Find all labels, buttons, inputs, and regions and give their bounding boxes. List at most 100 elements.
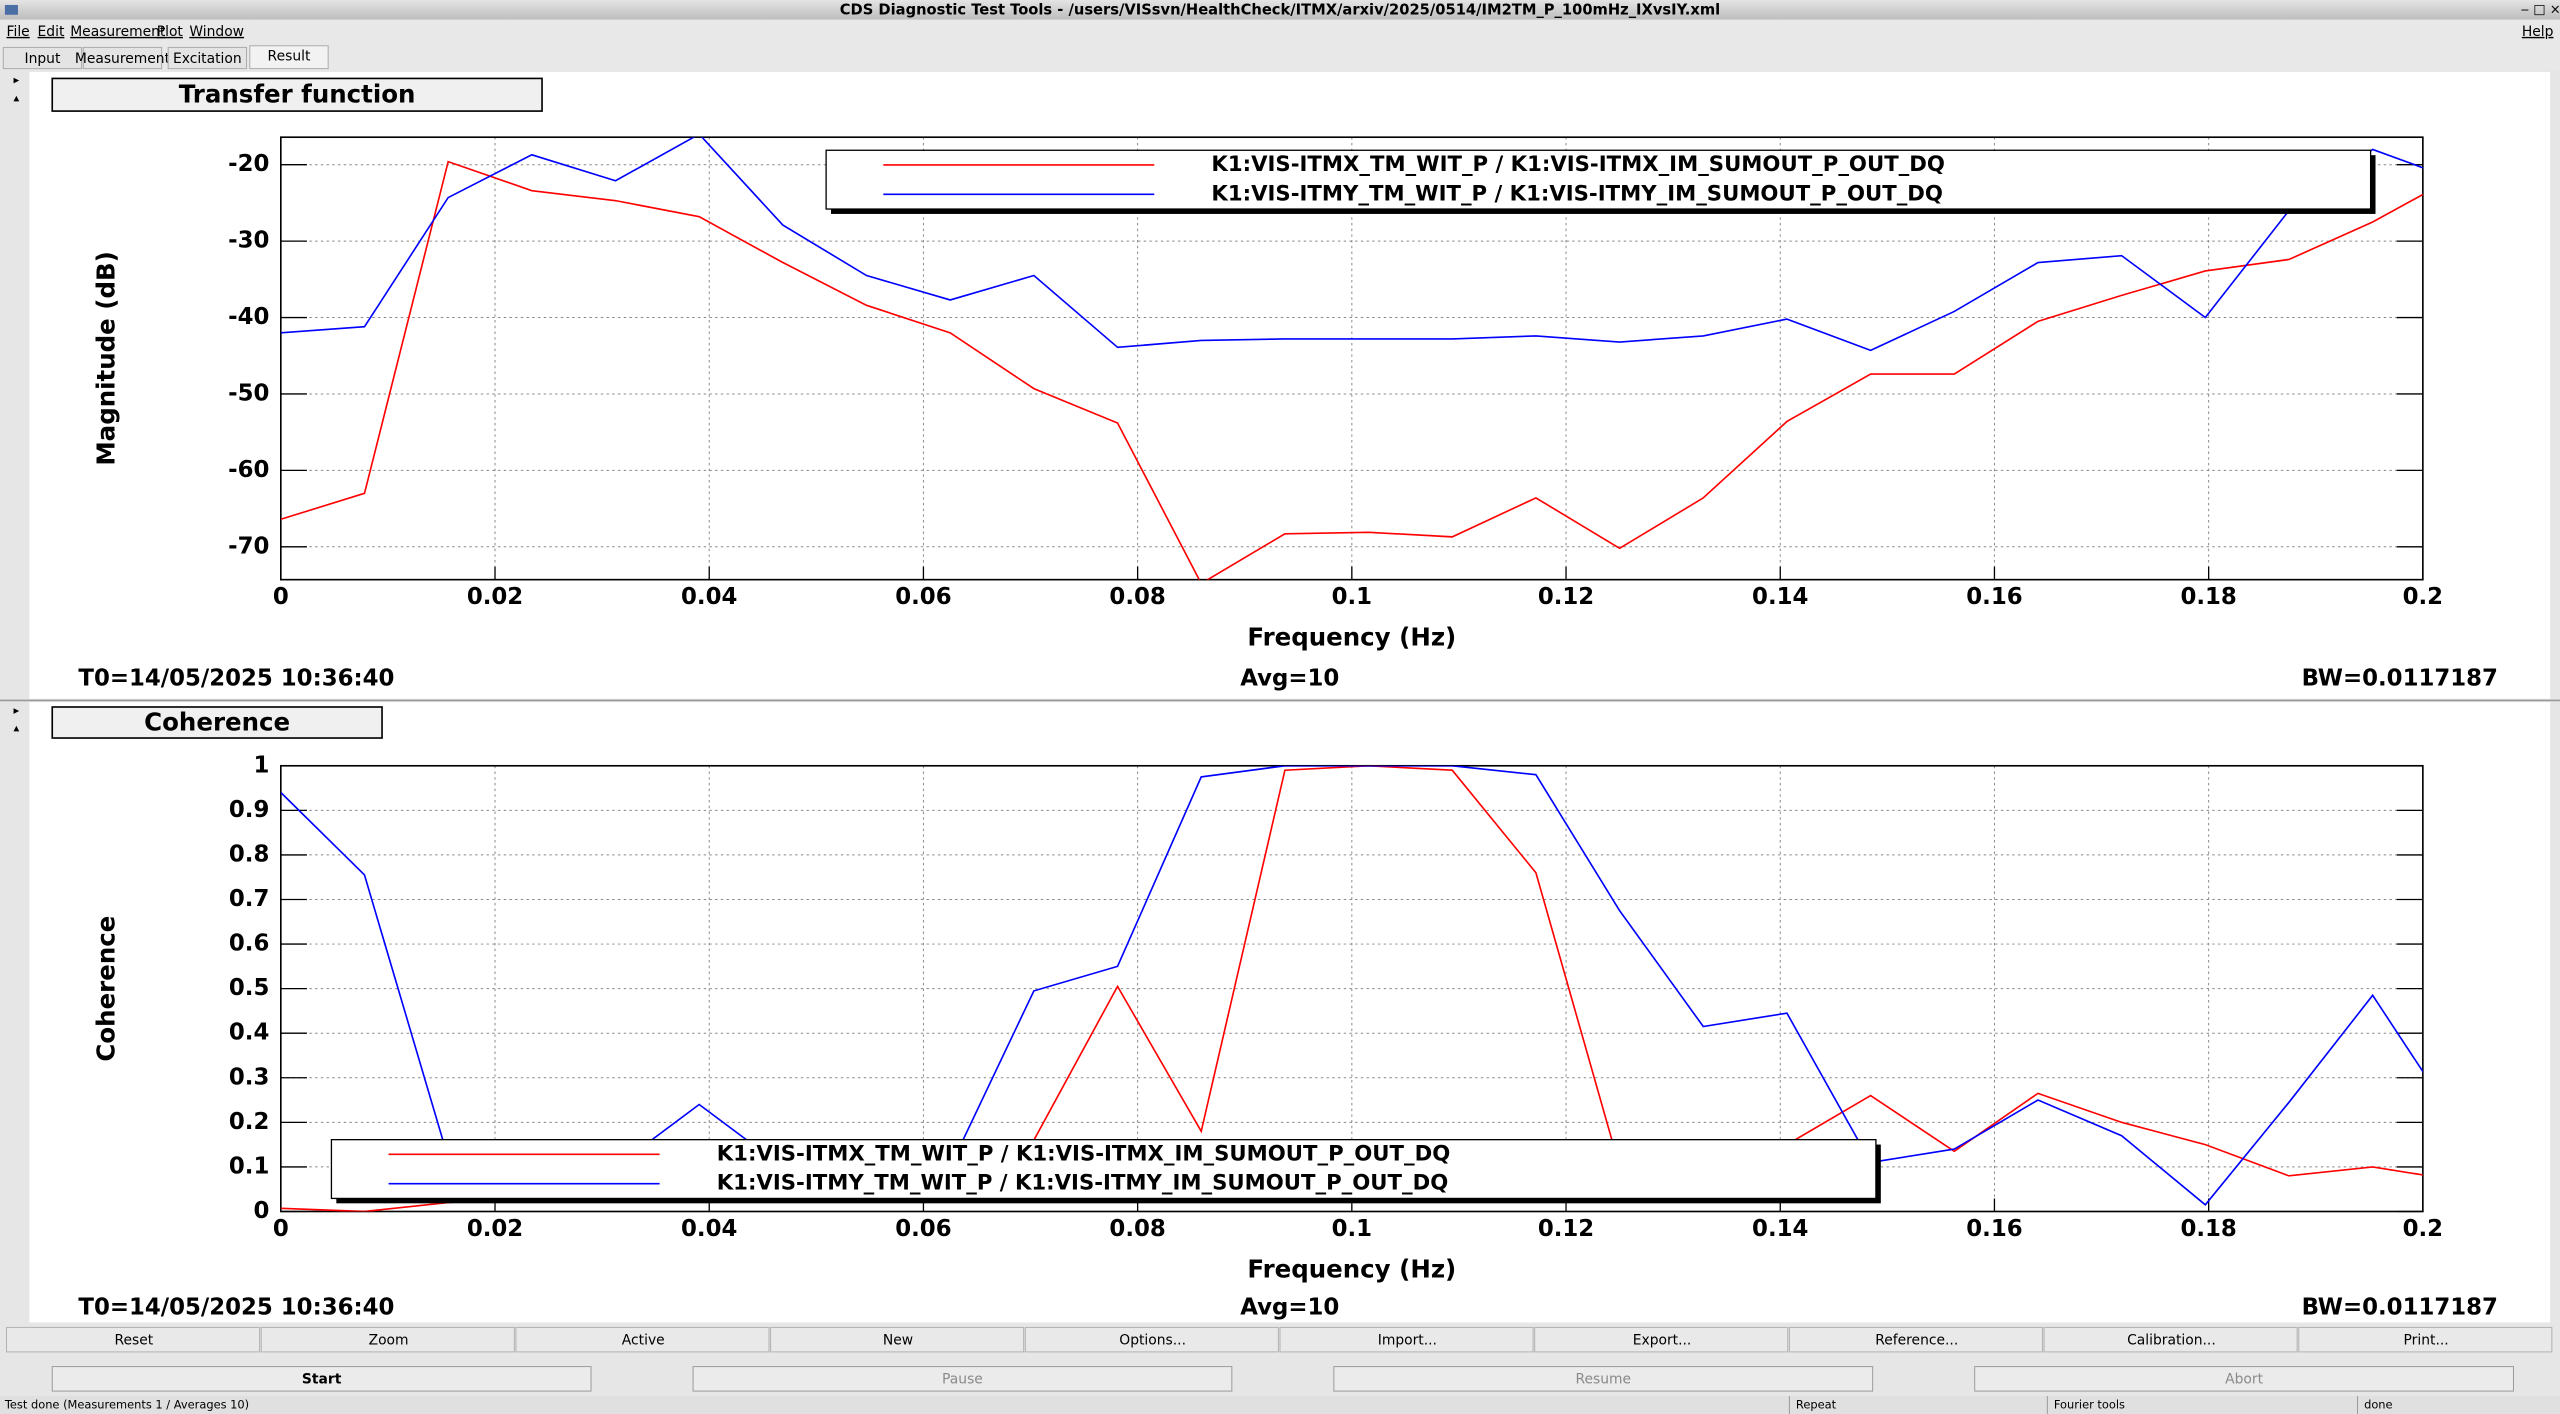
collapse-arrow[interactable]: ▴: [13, 91, 19, 105]
x-tick-label: 0.14: [1752, 584, 1808, 610]
toolbar-button-label[interactable]: Export...: [1633, 1332, 1692, 1348]
control-button-label[interactable]: Resume: [1575, 1372, 1631, 1388]
control-button[interactable]: [51, 1366, 592, 1392]
control-button-label[interactable]: Abort: [2225, 1372, 2263, 1388]
x-tick-label: 0.2: [2403, 1216, 2443, 1242]
chart-title-box: [51, 706, 383, 739]
toolbar-button[interactable]: [1534, 1326, 1789, 1353]
toolbar-button-label[interactable]: Print...: [2404, 1332, 2449, 1348]
tab[interactable]: [82, 46, 163, 70]
y-tick-label: -60: [228, 457, 269, 483]
y-tick-label: 0.6: [229, 931, 269, 957]
x-tick-label: 0: [273, 1216, 289, 1242]
control-button-label[interactable]: Start: [302, 1372, 342, 1388]
toolbar-button-label[interactable]: Zoom: [369, 1332, 409, 1348]
series-line: [280, 160, 2423, 580]
control-button[interactable]: [1974, 1366, 2514, 1392]
x-tick-label: 0.02: [467, 1216, 523, 1242]
x-tick-label: 0.08: [1109, 584, 1165, 610]
plot-info: Avg=10: [1240, 1294, 1339, 1320]
x-tick-label: 0.16: [1966, 1216, 2022, 1242]
y-tick-label: -70: [228, 533, 269, 559]
tab[interactable]: [249, 45, 329, 70]
toolbar-button-label[interactable]: New: [883, 1332, 913, 1348]
y-tick-label: 0.2: [229, 1109, 269, 1135]
tab[interactable]: [2, 46, 83, 70]
app-icon: [4, 4, 18, 15]
chart-title-box: [51, 77, 543, 112]
x-tick-label: 0.18: [2180, 1216, 2236, 1242]
y-tick-label: 0.4: [229, 1020, 269, 1046]
x-tick-label: 0.1: [1332, 1216, 1372, 1242]
toolbar-button-label[interactable]: Import...: [1378, 1332, 1437, 1348]
toolbar-button[interactable]: [6, 1326, 261, 1353]
status-text: Repeat: [1796, 1397, 1837, 1411]
menu-item[interactable]: File: [7, 24, 30, 40]
status-text: Fourier tools: [2054, 1397, 2125, 1411]
toolbar-button[interactable]: [515, 1326, 770, 1353]
menu-item[interactable]: Edit: [38, 24, 65, 40]
y-tick-label: 0.9: [229, 797, 269, 823]
toolbar-button[interactable]: [1788, 1326, 2043, 1353]
x-tick-label: 0.06: [895, 584, 951, 610]
legend: [825, 149, 2372, 210]
toolbar-button[interactable]: [1279, 1326, 1534, 1353]
toolbar-button-label[interactable]: Reset: [115, 1332, 154, 1348]
x-tick-label: 0.06: [895, 1216, 951, 1242]
x-tick-label: 0.02: [467, 584, 523, 610]
menu-item[interactable]: Window: [189, 24, 244, 40]
menu-item[interactable]: Measurement: [70, 24, 166, 40]
expand-arrow[interactable]: ▸: [13, 703, 19, 717]
toolbar-button[interactable]: [1024, 1326, 1279, 1353]
tab-label[interactable]: Measurement: [75, 51, 171, 67]
status-text: Test done (Measurements 1 / Averages 10): [4, 1397, 249, 1411]
status-bar: [0, 1395, 2560, 1414]
x-tick-label: 0.12: [1538, 584, 1594, 610]
toolbar-button-label[interactable]: Options...: [1119, 1332, 1186, 1348]
legend-label: K1:VIS-ITMY_TM_WIT_P / K1:VIS-ITMY_IM_SU…: [1211, 181, 1943, 206]
tab-label[interactable]: Result: [268, 48, 311, 64]
window-title: CDS Diagnostic Test Tools - /users/VISsv…: [840, 2, 1720, 19]
control-button[interactable]: [692, 1366, 1233, 1392]
toolbar-button[interactable]: [2298, 1326, 2553, 1353]
toolbar-button[interactable]: [2043, 1326, 2298, 1353]
tab[interactable]: [167, 46, 248, 70]
menu-item[interactable]: Plot: [157, 24, 184, 40]
y-tick-label: 0.3: [229, 1064, 269, 1090]
y-tick-label: -20: [228, 151, 269, 177]
x-tick-label: 0.16: [1966, 584, 2022, 610]
control-button[interactable]: [1333, 1366, 1874, 1392]
plot-frame: [280, 136, 2424, 581]
toolbar-button-label[interactable]: Calibration...: [2127, 1332, 2216, 1348]
tab-label[interactable]: Excitation: [173, 51, 242, 67]
toolbar-button-label[interactable]: Active: [622, 1332, 665, 1348]
x-tick-label: 0.14: [1752, 1216, 1808, 1242]
legend-label: K1:VIS-ITMY_TM_WIT_P / K1:VIS-ITMY_IM_SU…: [717, 1171, 1449, 1196]
x-tick-label: 0.1: [1332, 584, 1372, 610]
x-tick-label: 0: [273, 584, 289, 610]
collapse-arrow[interactable]: ▴: [13, 721, 19, 735]
menu-help[interactable]: Help: [2522, 24, 2554, 40]
tab-label[interactable]: Input: [25, 51, 61, 67]
x-tick-label: 0.18: [2180, 584, 2236, 610]
menu-bar: [0, 19, 2560, 45]
title-bar: [0, 0, 2560, 20]
toolbar-button[interactable]: [260, 1326, 515, 1353]
plot-info: BW=0.0117187: [2302, 666, 2498, 692]
y-axis-label: Coherence: [92, 916, 121, 1062]
window-controls[interactable]: ‒ □ ×: [2521, 2, 2560, 17]
y-tick-label: 0: [253, 1198, 269, 1224]
chart-title: Coherence: [144, 707, 290, 736]
plot-info: BW=0.0117187: [2302, 1294, 2498, 1320]
chart-title: Transfer function: [179, 80, 416, 109]
toolbar-button-label[interactable]: Reference...: [1875, 1332, 1958, 1348]
x-axis-label: Frequency (Hz): [1247, 1254, 1456, 1283]
plot-info: Avg=10: [1240, 666, 1339, 692]
control-button-label[interactable]: Pause: [942, 1372, 983, 1388]
tab-bar: [0, 44, 2560, 71]
toolbar-button[interactable]: [770, 1326, 1025, 1353]
x-tick-label: 0.04: [681, 584, 737, 610]
plot-info: T0=14/05/2025 10:36:40: [78, 1294, 394, 1320]
expand-arrow[interactable]: ▸: [13, 73, 19, 87]
y-tick-label: 0.1: [229, 1153, 269, 1179]
